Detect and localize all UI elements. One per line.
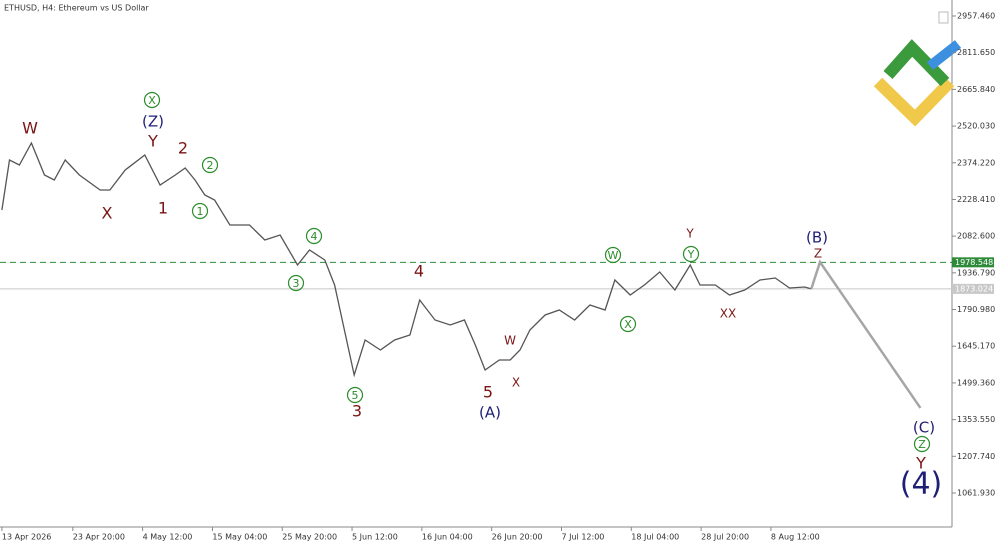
price-label-box: [952, 283, 994, 294]
x-tick-label: 15 May 04:00: [212, 533, 267, 542]
y-tick-label: 2082.600: [957, 232, 995, 241]
wave-label: (C): [913, 419, 935, 437]
wave-circle: [913, 435, 931, 453]
x-tick-label: 4 May 12:00: [143, 533, 193, 542]
wave-label: Y: [147, 132, 158, 151]
wave-circle: [143, 91, 161, 109]
wave-label: 2: [178, 139, 188, 158]
y-tick-label: 1353.550: [957, 415, 995, 424]
x-tick-label: 25 May 20:00: [282, 533, 337, 542]
y-tick-label: 2374.220: [957, 158, 995, 167]
wave-label: W: [608, 249, 619, 262]
wave-label: (Z): [142, 113, 164, 131]
price-label: 1873.024: [955, 284, 993, 293]
wave-circle: [305, 227, 323, 245]
x-tick-label: 13 Apr 2026: [2, 533, 51, 542]
wave-label: Z: [814, 247, 822, 261]
wave-circle: [346, 386, 364, 404]
wave-label: 3: [352, 402, 362, 421]
wave-label: 1: [197, 205, 204, 218]
wave-label: X: [148, 94, 156, 107]
wave-label: (B): [806, 229, 828, 247]
wave-circle: [201, 156, 219, 174]
wave-circle: [191, 202, 209, 220]
price-label-box: [952, 257, 994, 268]
price-label: 1978.548: [955, 258, 993, 267]
wave-circle: [682, 245, 700, 263]
y-tick-label: 2665.840: [957, 85, 995, 94]
wave-label: Y: [687, 248, 695, 261]
y-tick-label: 2811.650: [957, 48, 995, 57]
y-tick-label: 1499.360: [957, 378, 995, 387]
wave-label: X: [512, 376, 520, 390]
x-tick-label: 28 Jul 20:00: [701, 533, 749, 542]
logo-shape: [873, 77, 955, 127]
price-line: [1, 141, 812, 378]
wave-circle: [287, 274, 305, 292]
wave-label: XX: [720, 307, 736, 321]
wave-label: Y: [915, 454, 926, 473]
x-tick-label: 16 Jun 04:00: [422, 533, 473, 542]
wave-label: (4): [900, 467, 943, 502]
logo-shape: [883, 39, 950, 87]
y-tick-label: 2957.460: [957, 11, 995, 20]
wave-label: 3: [293, 277, 300, 290]
wave-label: 5: [352, 389, 359, 402]
wave-label: W: [22, 119, 38, 138]
wave-label: Z: [918, 438, 926, 451]
wave-label: X: [102, 204, 113, 223]
wave-label: W: [504, 334, 516, 348]
wave-label: X: [624, 318, 632, 331]
x-tick-label: 26 Jun 20:00: [492, 533, 543, 542]
forecast-line: [810, 259, 922, 409]
chart-title: ETHUSD, H4: Ethereum vs US Dollar: [4, 4, 149, 13]
x-tick-label: 5 Jun 12:00: [352, 533, 398, 542]
icon: [938, 11, 949, 24]
y-tick-label: 1207.740: [957, 452, 995, 461]
logo: [873, 39, 962, 127]
wave-label: 4: [311, 230, 318, 243]
y-tick-label: 2228.410: [957, 195, 995, 204]
x-tick-label: 7 Jul 12:00: [561, 533, 604, 542]
wave-circle: [604, 246, 622, 264]
wave-label: 4: [414, 262, 424, 281]
y-tick-label: 1645.170: [957, 342, 995, 351]
wave-circle: [619, 315, 637, 333]
logo-shape: [926, 40, 962, 70]
wave-label: 5: [483, 383, 493, 402]
y-tick-label: 1061.930: [957, 488, 995, 497]
wave-label: Y: [685, 227, 694, 241]
y-tick-label: 2520.030: [957, 122, 995, 131]
wave-label: 1: [158, 199, 168, 218]
y-tick-label: 1936.790: [957, 268, 995, 277]
wave-label: 2: [207, 159, 214, 172]
x-tick-label: 8 Aug 12:00: [771, 533, 820, 542]
wave-label: (A): [479, 404, 501, 422]
x-tick-label: 23 Apr 20:00: [73, 533, 125, 542]
x-tick-label: 18 Jul 04:00: [631, 533, 679, 542]
y-tick-label: 1790.980: [957, 305, 995, 314]
